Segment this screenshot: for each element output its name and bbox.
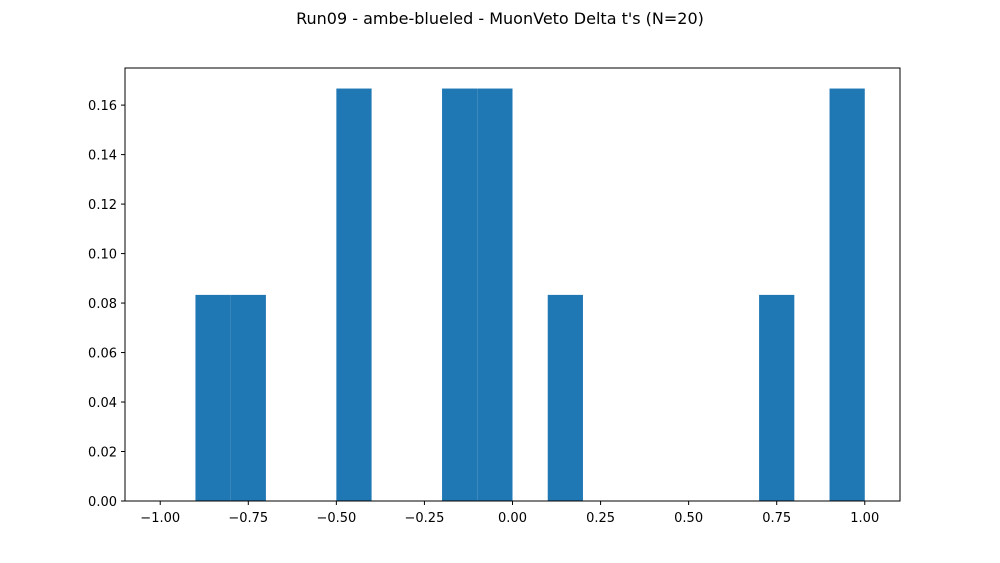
y-axis: 0.00 0.02 0.04 0.06 0.08 0.10 0.12 0.14 0.16 [88, 99, 125, 510]
histogram-bar [442, 88, 478, 502]
x-tick-label: 0.25 [586, 511, 615, 526]
histogram-bar [195, 294, 231, 501]
histogram-bar [336, 88, 372, 502]
y-tick-label: 0.08 [88, 297, 117, 312]
x-tick-label: 1.00 [850, 511, 879, 526]
y-tick-label: 0.00 [88, 495, 117, 510]
x-tick-label: −0.75 [228, 511, 268, 526]
x-tick-label: 0.75 [762, 511, 791, 526]
chart-title: Run09 - ambe-blueled - MuonVeto Delta t'… [296, 9, 704, 28]
y-tick-label: 0.10 [88, 248, 117, 263]
y-tick-label: 0.16 [88, 99, 117, 114]
x-tick-label: 0.00 [498, 511, 527, 526]
x-tick-label: 0.50 [674, 511, 703, 526]
histogram-bar [547, 294, 583, 501]
y-tick-label: 0.06 [88, 347, 117, 362]
histogram-bar [477, 88, 513, 502]
x-tick-label: −0.25 [405, 511, 445, 526]
y-tick-label: 0.12 [88, 198, 117, 213]
x-tick-label: −1.00 [140, 511, 180, 526]
y-tick-label: 0.02 [88, 446, 117, 461]
y-tick-label: 0.14 [88, 149, 117, 164]
y-tick-label: 0.04 [88, 396, 117, 411]
histogram-bar [829, 88, 865, 502]
histogram-bar [759, 294, 795, 501]
bars-group [195, 88, 865, 502]
x-tick-label: −0.50 [316, 511, 356, 526]
histogram-bar [230, 294, 266, 501]
x-axis: −1.00 −0.75 −0.50 −0.25 0.00 0.25 0.50 0.75 1.00 [140, 501, 879, 526]
